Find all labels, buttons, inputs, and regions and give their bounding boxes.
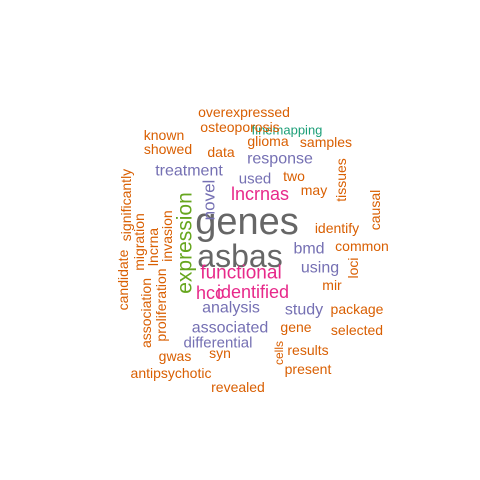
word-cells: cells: [272, 341, 286, 365]
word-hcc: hcc: [196, 283, 224, 303]
word-analysis: analysis: [202, 300, 260, 317]
word-tissues: tissues: [333, 158, 349, 202]
word-association: association: [138, 278, 154, 348]
word-using: using: [301, 260, 339, 277]
word-samples: samples: [300, 134, 352, 150]
word-revealed: revealed: [211, 379, 265, 395]
word-gene: gene: [280, 319, 311, 335]
word-causal: causal: [367, 190, 383, 230]
word-identified: identified: [217, 282, 289, 302]
word-common: common: [335, 238, 389, 254]
word-may: may: [301, 182, 327, 198]
word-data: data: [207, 144, 234, 160]
word-functional: functional: [200, 263, 281, 284]
word-showed: showed: [144, 141, 192, 157]
word-gwas: gwas: [159, 348, 192, 364]
word-loci: loci: [345, 257, 361, 278]
word-genes: genes: [195, 201, 299, 243]
word-glioma: glioma: [247, 133, 288, 149]
word-differential: differential: [184, 335, 253, 352]
word-proliferation: proliferation: [153, 268, 169, 341]
word-associated: associated: [192, 320, 269, 337]
word-mir: mir: [322, 277, 342, 293]
word-selected: selected: [331, 322, 383, 338]
word-lncrna: lncrna: [145, 228, 161, 266]
word-study: study: [285, 302, 323, 319]
word-syn: syn: [209, 345, 231, 361]
word-candidate: candidate: [115, 249, 131, 310]
word-package: package: [331, 301, 384, 317]
word-significantly: significantly: [118, 169, 134, 241]
word-lncrnas: lncrnas: [231, 184, 289, 204]
word-asbas: asbas: [197, 238, 282, 274]
word-results: results: [287, 342, 328, 358]
word-response: response: [247, 151, 313, 168]
word-expression: expression: [174, 192, 197, 294]
word-migration: migration: [131, 213, 147, 271]
word-bmd: bmd: [293, 241, 324, 258]
word-two: two: [283, 168, 305, 184]
word-known: known: [144, 127, 184, 143]
word-identify: identify: [315, 220, 359, 236]
word-novel: novel: [200, 180, 219, 221]
word-invasion: invasion: [159, 210, 175, 261]
word-treatment: treatment: [155, 163, 223, 180]
word-osteoporosis: osteoporosis: [200, 119, 279, 135]
word-antipsychotic: antipsychotic: [131, 365, 212, 381]
word-present: present: [285, 361, 332, 377]
word-used: used: [239, 171, 272, 188]
word-finemapping: finemapping: [252, 123, 323, 138]
word-overexpressed: overexpressed: [198, 104, 290, 120]
